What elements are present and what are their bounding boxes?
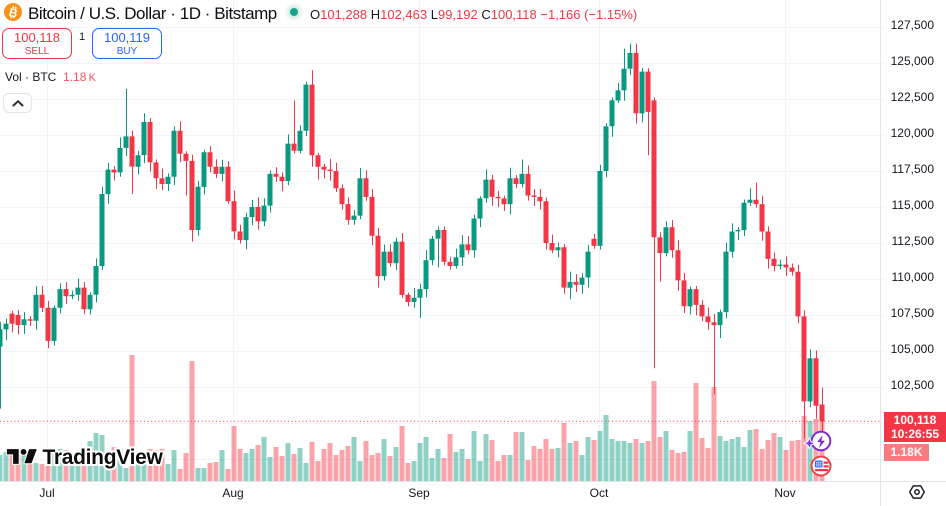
- svg-text:TradingView: TradingView: [43, 446, 164, 469]
- svg-text:B: B: [7, 6, 18, 20]
